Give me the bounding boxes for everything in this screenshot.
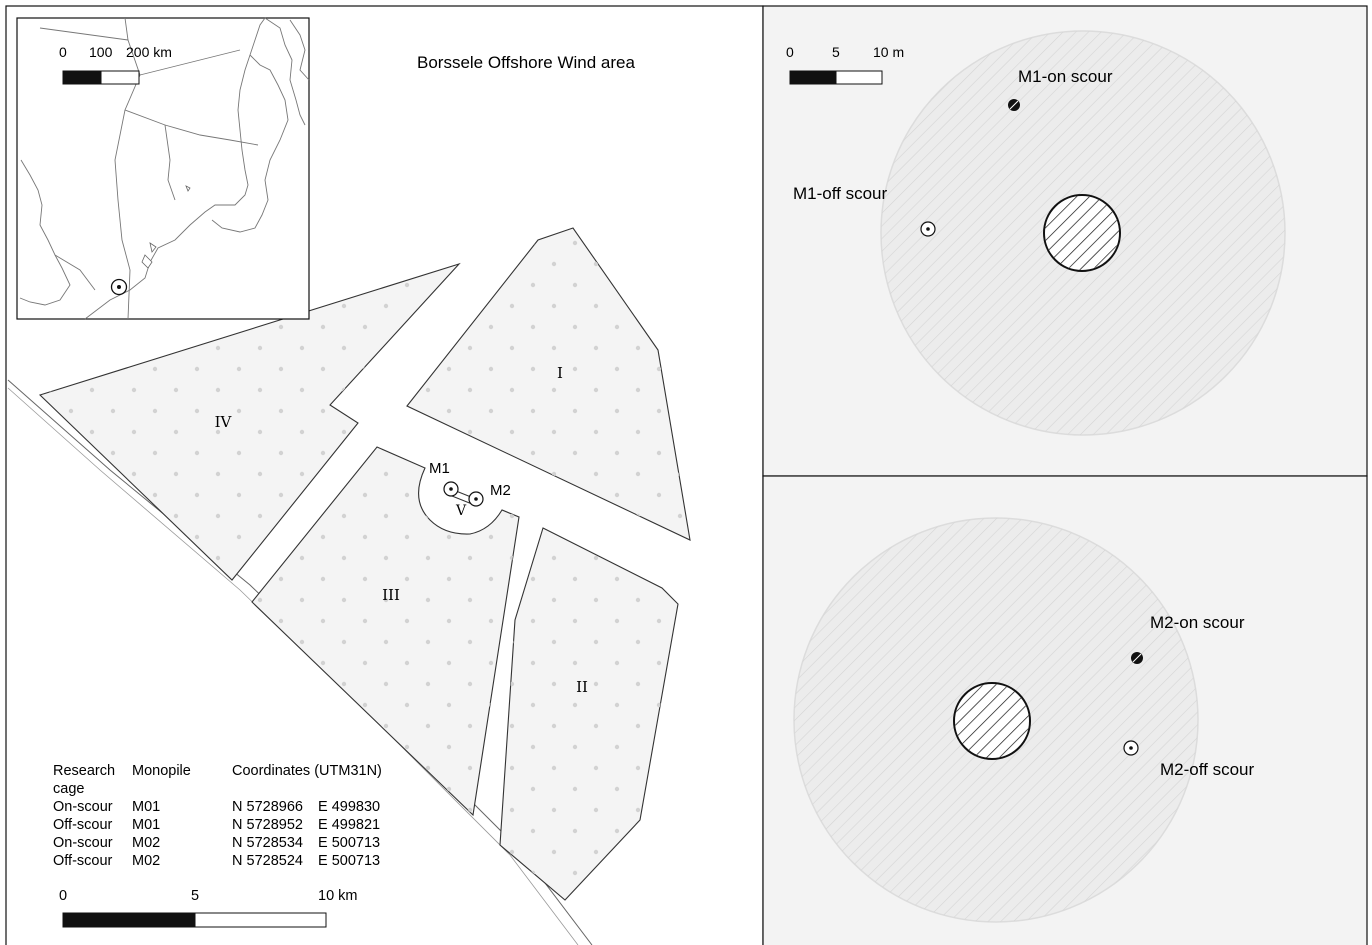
table-row-north: N 5728952 [232, 817, 303, 833]
m1-on-scour-marker [1008, 99, 1020, 111]
m2-on-scour-marker [1131, 652, 1143, 664]
table-header-coordinates: Coordinates (UTM31N) [232, 763, 382, 779]
table-row-east: E 500713 [318, 835, 380, 851]
scale-label: 5 [191, 888, 199, 904]
main-scale-bar: 0 5 10 km [59, 888, 358, 928]
table-row-north: N 5728966 [232, 799, 303, 815]
map-title: Borssele Offshore Wind area [417, 53, 635, 72]
table-header-monopile: Monopile [132, 763, 191, 779]
zone-label-iv: IV [215, 413, 233, 431]
inset-scale-label: 100 [89, 44, 113, 60]
monopile-m2-marker [468, 491, 484, 507]
zone-label-v: V [455, 503, 467, 519]
table-row-east: E 499821 [318, 817, 380, 833]
m1-off-scour-marker [920, 221, 936, 237]
table-row-cage: Off-scour [53, 853, 113, 869]
table-row-east: E 499830 [318, 799, 380, 815]
scale-label: 0 [59, 888, 67, 904]
coordinates-table: Research Monopile Coordinates (UTM31N) c… [53, 763, 382, 869]
m2-off-scour-label: M2-off scour [1160, 760, 1255, 779]
m1-off-scour-label: M1-off scour [793, 184, 888, 203]
table-row-cage: Off-scour [53, 817, 113, 833]
table-row-monopile: M01 [132, 799, 160, 815]
table-row-north: N 5728534 [232, 835, 303, 851]
detail-scale-label: 10 m [873, 44, 904, 60]
table-row-monopile: M02 [132, 835, 160, 851]
inset-scale-label: 0 [59, 44, 67, 60]
location-marker [110, 278, 128, 296]
table-row-east: E 500713 [318, 853, 380, 869]
detail-panel-m2: M2-on scour M2-off scour [762, 475, 1368, 945]
monopile-m2-label: M2 [490, 482, 511, 499]
table-header-cage: Research [53, 763, 115, 779]
table-header-cage-cont: cage [53, 781, 84, 797]
m2-on-scour-label: M2-on scour [1150, 613, 1245, 632]
scale-label: 10 km [318, 888, 358, 904]
table-row-north: N 5728524 [232, 853, 303, 869]
inset-map: 0 100 200 km [16, 17, 310, 320]
main-map-panel: I II III IV V M1 M2 Borssele Offshore Wi… [5, 5, 764, 945]
monopile-m1-label: M1 [429, 460, 450, 477]
m2-off-scour-marker [1123, 740, 1139, 756]
detail-scale-label: 5 [832, 44, 840, 60]
zone-label-iii: III [382, 586, 400, 604]
table-row-monopile: M01 [132, 817, 160, 833]
table-row-monopile: M02 [132, 853, 160, 869]
detail-scale-label: 0 [786, 44, 794, 60]
table-row-cage: On-scour [53, 835, 113, 851]
m1-on-scour-label: M1-on scour [1018, 67, 1113, 86]
inset-scale-label: 200 km [126, 44, 172, 60]
zone-label-ii: II [576, 678, 588, 696]
table-row-cage: On-scour [53, 799, 113, 815]
zone-label-i: I [557, 364, 563, 382]
detail-panel-m1: M1-on scour M1-off scour 0 5 10 m [762, 5, 1368, 477]
monopile-m1-marker [443, 481, 459, 497]
